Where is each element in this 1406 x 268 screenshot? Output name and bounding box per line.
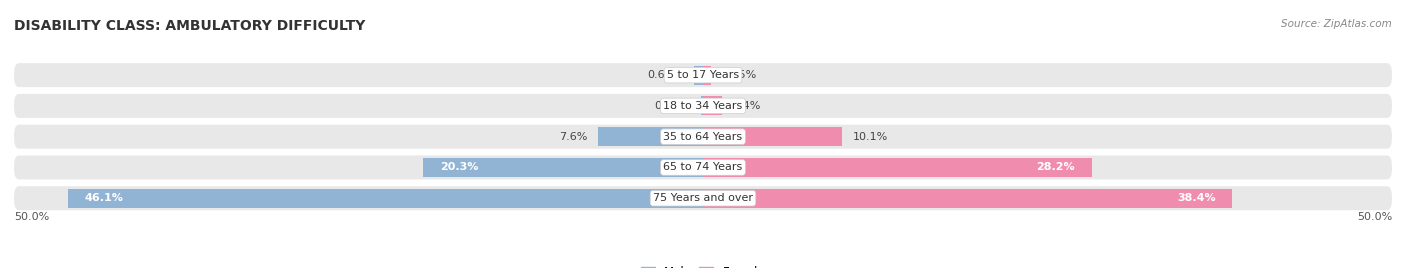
FancyBboxPatch shape bbox=[14, 186, 1392, 210]
Text: 75 Years and over: 75 Years and over bbox=[652, 193, 754, 203]
FancyBboxPatch shape bbox=[14, 63, 1392, 87]
Text: 0.55%: 0.55% bbox=[721, 70, 756, 80]
Text: 7.6%: 7.6% bbox=[558, 132, 588, 142]
Text: 1.4%: 1.4% bbox=[734, 101, 762, 111]
Bar bbox=[703, 96, 723, 116]
Bar bbox=[599, 127, 703, 146]
FancyBboxPatch shape bbox=[14, 125, 1392, 149]
Bar bbox=[693, 66, 703, 85]
Text: 28.2%: 28.2% bbox=[1036, 162, 1076, 172]
FancyBboxPatch shape bbox=[14, 94, 1392, 118]
Text: 0.68%: 0.68% bbox=[647, 70, 682, 80]
Text: 20.3%: 20.3% bbox=[440, 162, 478, 172]
Text: 50.0%: 50.0% bbox=[1357, 212, 1392, 222]
Text: Source: ZipAtlas.com: Source: ZipAtlas.com bbox=[1281, 19, 1392, 29]
Text: 38.4%: 38.4% bbox=[1177, 193, 1216, 203]
Bar bbox=[423, 158, 703, 177]
Bar bbox=[703, 189, 1232, 208]
Bar bbox=[703, 127, 842, 146]
Text: 65 to 74 Years: 65 to 74 Years bbox=[664, 162, 742, 172]
Bar bbox=[702, 96, 703, 116]
Bar bbox=[67, 189, 703, 208]
Text: 10.1%: 10.1% bbox=[853, 132, 889, 142]
FancyBboxPatch shape bbox=[14, 155, 1392, 180]
Text: DISABILITY CLASS: AMBULATORY DIFFICULTY: DISABILITY CLASS: AMBULATORY DIFFICULTY bbox=[14, 19, 366, 33]
Text: 18 to 34 Years: 18 to 34 Years bbox=[664, 101, 742, 111]
Legend: Male, Female: Male, Female bbox=[636, 261, 770, 268]
Text: 5 to 17 Years: 5 to 17 Years bbox=[666, 70, 740, 80]
Text: 35 to 64 Years: 35 to 64 Years bbox=[664, 132, 742, 142]
Text: 46.1%: 46.1% bbox=[84, 193, 124, 203]
Text: 0.15%: 0.15% bbox=[655, 101, 690, 111]
Bar bbox=[703, 158, 1091, 177]
Bar bbox=[703, 66, 710, 85]
Text: 50.0%: 50.0% bbox=[14, 212, 49, 222]
